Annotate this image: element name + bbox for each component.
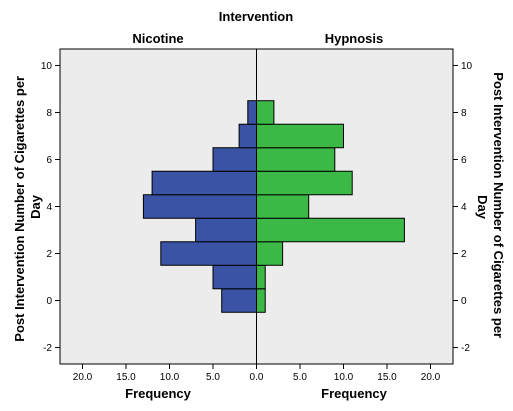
x-tick-label-left: 20.0 [73,372,93,383]
chart-title: Intervention [219,9,293,24]
y-axis-label-right-line1: Post Intervention Number of Cigarettes p… [491,72,506,338]
x-tick-label-left: 15.0 [116,372,136,383]
bar-nicotine-1 [212,264,257,290]
y-tick-label-right: -2 [461,343,470,354]
y-tick-label-left: 2 [46,249,52,260]
y-axis-label-left-line2: Day [28,194,43,219]
y-tick-label-right: 2 [461,249,467,260]
y-tick-label-left: 0 [46,296,52,307]
bar-hypnosis-8 [256,100,275,125]
bar-nicotine-8 [247,100,258,125]
bar-nicotine-0 [221,288,257,313]
bar-hypnosis-5 [256,170,353,196]
bar-nicotine-6 [212,147,257,172]
y-axis-label-right-line2: Day [475,195,490,220]
x-tick-label-right: 15.0 [377,372,397,383]
bar-nicotine-3 [195,217,258,243]
bar-hypnosis-7 [256,123,344,149]
x-axis-label-left: Frequency [125,386,192,401]
panel-label-right: Hypnosis [325,31,384,46]
x-tick-label-right: 10.0 [334,372,354,383]
x-tick-label-left: 10.0 [160,372,180,383]
x-tick-label-right: 20.0 [421,372,441,383]
y-tick-label-right: 10 [461,61,473,72]
y-axis-label-right: Post Intervention Number of Cigarettes p… [475,72,506,341]
y-tick-label-right: 8 [461,108,467,119]
bar-hypnosis-0 [256,288,266,313]
y-axis-label-left-line1: Post Intervention Number of Cigarettes p… [12,76,27,342]
bar-hypnosis-2 [256,241,284,266]
y-tick-label-right: 4 [461,202,467,213]
y-tick-label-left: 6 [46,155,52,166]
y-tick-label-left: -2 [43,343,52,354]
x-tick-label-right: 5.0 [293,372,307,383]
y-tick-label-right: 0 [461,296,467,307]
bar-nicotine-5 [151,170,258,196]
y-tick-label-left: 8 [46,108,52,119]
bar-nicotine-7 [238,123,258,149]
x-tick-label-left: 5.0 [206,372,220,383]
y-tick-label-right: 6 [461,155,467,166]
bar-hypnosis-6 [256,147,336,172]
bar-nicotine-2 [160,241,257,266]
bar-hypnosis-1 [256,264,266,290]
y-tick-label-left: 4 [46,202,52,213]
bar-hypnosis-3 [256,217,405,243]
x-axis-label-right: Frequency [321,386,388,401]
bar-hypnosis-4 [256,194,310,219]
bar-nicotine-4 [142,194,257,219]
x-tick-label-center: 0.0 [250,372,264,383]
y-tick-label-left: 10 [41,61,53,72]
panel-label-left: Nicotine [132,31,183,46]
y-axis-label-left: Post Intervention Number of Cigarettes p… [12,72,43,341]
